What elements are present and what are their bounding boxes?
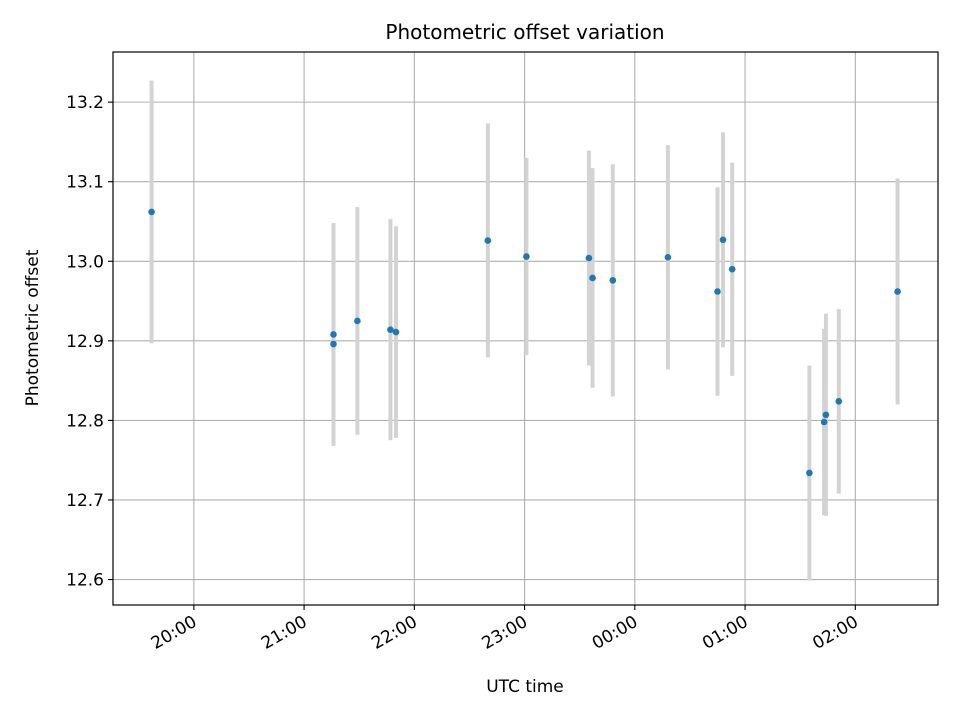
data-point (523, 253, 530, 260)
data-point (894, 288, 901, 295)
data-point (330, 340, 337, 348)
y-tick-label: 12.6 (66, 571, 104, 591)
data-point (148, 208, 155, 216)
data-point (820, 418, 828, 426)
data-point (354, 317, 361, 325)
data-point (387, 326, 394, 333)
data-points (148, 208, 901, 477)
data-point (589, 274, 596, 282)
data-point (609, 277, 617, 284)
data-point (728, 265, 736, 273)
y-tick-label: 12.9 (66, 332, 104, 352)
data-point (392, 328, 400, 336)
data-point (484, 237, 492, 244)
data-point (835, 398, 843, 405)
y-axis-label: Photometric offset (23, 249, 43, 406)
data-point (822, 411, 830, 419)
y-tick-label: 12.7 (66, 491, 104, 511)
chart-title: Photometric offset variation (385, 20, 664, 44)
y-tick-label: 12.8 (66, 411, 104, 431)
y-tick-label: 13.2 (66, 93, 104, 113)
data-point (719, 236, 727, 244)
data-point (585, 254, 593, 262)
data-point (806, 469, 813, 477)
y-axis-ticks: 12.6 12.7 12.8 12.9 13.0 13.1 13.2 (66, 93, 113, 591)
y-tick-label: 13.0 (66, 252, 104, 272)
data-point (664, 253, 672, 261)
y-tick-label: 13.1 (66, 173, 104, 193)
data-point (714, 288, 721, 295)
data-point (330, 331, 337, 338)
plot-frame (112, 51, 939, 606)
x-axis-label: UTC time (486, 677, 564, 697)
